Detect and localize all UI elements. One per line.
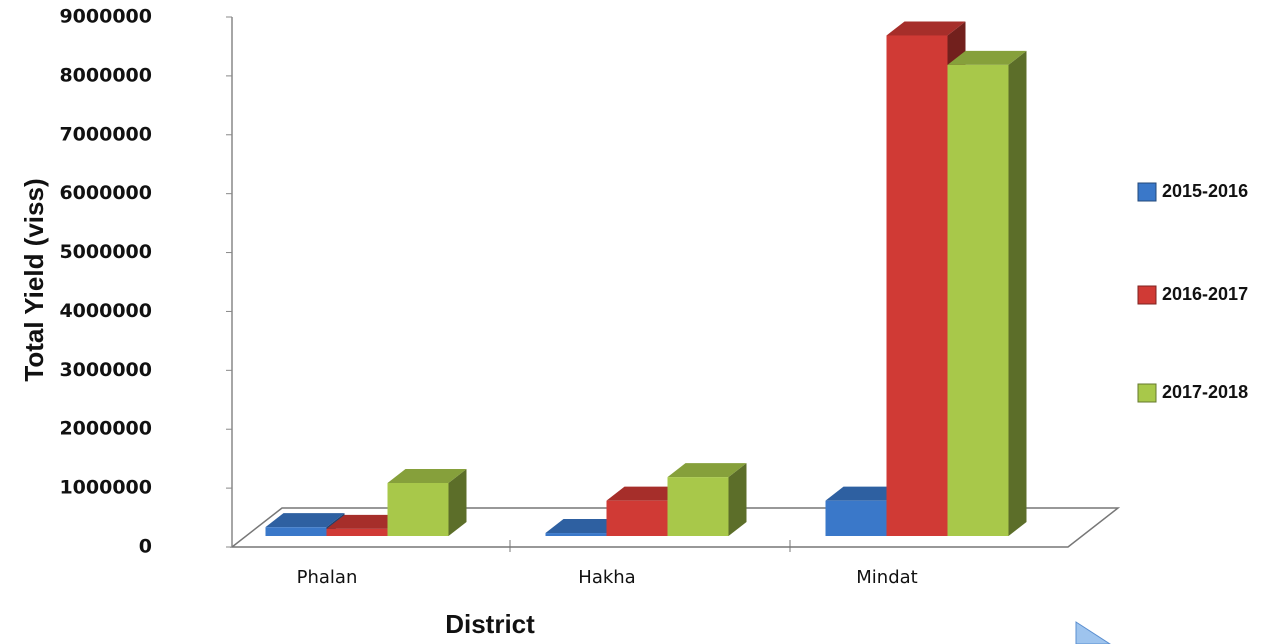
y-axis-title: Total Yield (viss) [19, 178, 49, 381]
y-tick-label: 7000000 [59, 123, 152, 145]
bar [265, 527, 327, 536]
decor-arrow [1075, 621, 1111, 644]
legend-label: 2016-2017 [1162, 284, 1248, 304]
x-tick-label: Mindat [856, 567, 917, 588]
bar-top [886, 21, 966, 36]
bar-top [825, 486, 905, 501]
bar-top [326, 514, 406, 529]
y-tick-label: 3000000 [59, 359, 152, 381]
x-tick-label: Hakha [578, 567, 635, 588]
bar [387, 483, 449, 536]
bar-top [667, 463, 747, 478]
y-tick-label: 9000000 [59, 6, 152, 28]
x-axis-title: District [445, 609, 535, 639]
y-tick-label: 0 [139, 536, 152, 558]
legend-label: 2017-2018 [1162, 382, 1248, 402]
bar [947, 64, 1009, 536]
bar [667, 477, 729, 536]
y-tick-label: 2000000 [59, 418, 152, 440]
legend-swatch [1137, 182, 1157, 202]
bar-top [545, 519, 625, 534]
bar-top [265, 513, 345, 528]
bar [326, 528, 388, 536]
bar-top [606, 486, 686, 501]
y-tick-label: 8000000 [59, 64, 152, 86]
x-tick-label: Phalan [297, 567, 358, 588]
legend-swatch [1137, 285, 1157, 305]
y-tick-label: 1000000 [59, 477, 152, 499]
legend-swatch [1137, 383, 1157, 403]
bar [886, 35, 948, 536]
y-tick-label: 4000000 [59, 300, 152, 322]
bar-top [387, 469, 467, 483]
legend-label: 2015-2016 [1162, 181, 1248, 201]
bar-side [448, 469, 467, 536]
bar-top [947, 50, 1027, 65]
bar-side [728, 463, 747, 536]
y-tick-label: 5000000 [59, 241, 152, 263]
bar-side [1008, 50, 1027, 537]
bar [606, 500, 668, 536]
bar [825, 500, 887, 536]
y-tick-label: 6000000 [59, 182, 152, 204]
bar [545, 533, 607, 536]
